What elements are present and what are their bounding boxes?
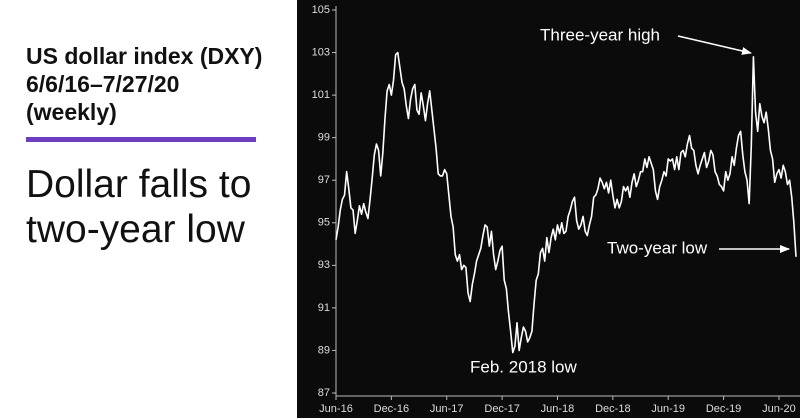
x-tick-label: Jun-20 [762,403,796,415]
y-tick-label: 99 [318,132,330,144]
y-tick-label: 105 [312,4,330,16]
chart: Three-year high Two-year low Feb. 2018 l… [297,0,800,418]
annotation: Feb. 2018 low [470,357,578,376]
chart-subtitle: Dollar falls to two-year low [26,163,252,251]
annotation: Three-year high [540,25,660,44]
y-tick-label: 101 [312,89,330,101]
x-tick-label: Jun-19 [651,403,685,415]
x-tick-label: Jun-18 [541,403,575,415]
y-tick-label: 95 [318,217,330,229]
data-line [335,51,797,354]
accent-bar [26,137,256,142]
x-tick-label: Dec-18 [595,403,630,415]
text-panel: US dollar index (DXY) 6/6/16–7/27/20 (we… [0,0,297,418]
x-tick-label: Dec-17 [484,403,519,415]
y-tick-label: 89 [318,344,330,356]
plot-background [297,0,800,418]
annotation-arrow [677,35,752,55]
y-tick-label: 93 [318,259,330,271]
chart-title: US dollar index (DXY) 6/6/16–7/27/20 (we… [26,43,263,125]
y-tick-label: 97 [318,174,330,186]
x-tick-label: Dec-16 [374,403,409,415]
y-tick-label: 91 [318,302,330,314]
y-tick-label: 87 [318,387,330,399]
x-tick-label: Dec-19 [706,403,741,415]
x-tick-label: Jun-16 [319,403,353,415]
x-tick-label: Jun-17 [430,403,464,415]
y-tick-label: 103 [312,46,330,58]
annotation: Two-year low [607,238,708,257]
